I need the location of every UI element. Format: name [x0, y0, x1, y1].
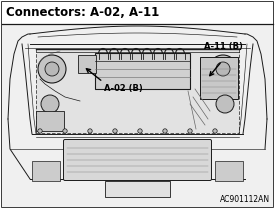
Circle shape: [113, 129, 117, 133]
Bar: [2, 24, 273, 207]
Text: A-11 (B): A-11 (B): [204, 42, 243, 51]
Circle shape: [216, 95, 234, 113]
Text: Connectors: A-02, A-11: Connectors: A-02, A-11: [6, 6, 159, 19]
Circle shape: [41, 95, 59, 113]
Bar: [105, 181, 170, 197]
Bar: [200, 57, 238, 99]
Bar: [36, 49, 239, 133]
Circle shape: [63, 129, 67, 133]
Bar: [32, 161, 60, 181]
Bar: [36, 111, 64, 131]
Circle shape: [88, 129, 92, 133]
Bar: [215, 161, 243, 181]
Bar: [2, 2, 273, 24]
Circle shape: [188, 129, 192, 133]
Circle shape: [213, 129, 217, 133]
FancyBboxPatch shape: [64, 139, 211, 181]
Text: AC901112AN: AC901112AN: [220, 195, 270, 204]
Circle shape: [138, 129, 142, 133]
Circle shape: [38, 129, 42, 133]
Circle shape: [216, 62, 230, 76]
Circle shape: [38, 55, 66, 83]
Circle shape: [45, 62, 59, 76]
Bar: [78, 55, 96, 73]
Circle shape: [163, 129, 167, 133]
Text: A-02 (B): A-02 (B): [104, 84, 143, 93]
Circle shape: [209, 55, 237, 83]
Bar: [95, 53, 190, 89]
